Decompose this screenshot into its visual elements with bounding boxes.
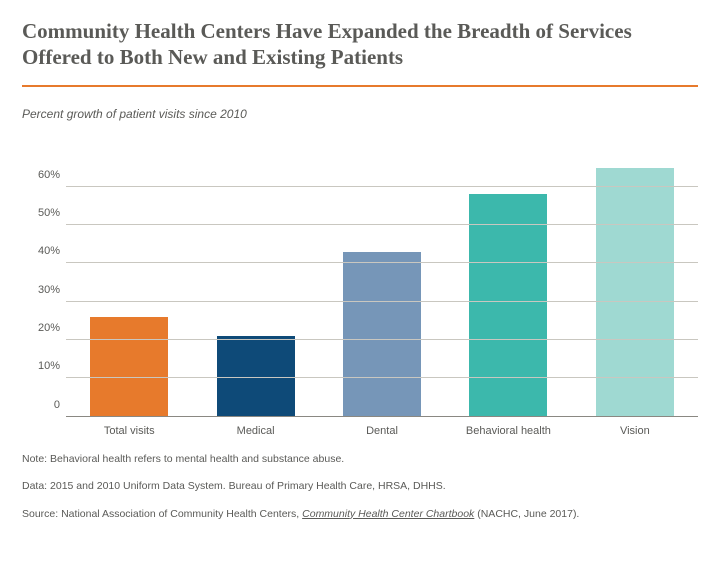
source-link: Community Health Center Chartbook [302,508,474,520]
grid-line [66,186,698,187]
source-text: Source: National Association of Communit… [22,508,698,522]
plot-area: 010%20%30%40%50%60% [66,149,698,417]
y-tick-label: 0 [28,399,60,411]
y-tick-label: 50% [28,207,60,219]
footnotes: Note: Behavioral health refers to mental… [22,453,698,522]
y-tick-label: 40% [28,245,60,257]
y-tick-label: 30% [28,284,60,296]
bar [469,194,547,416]
grid-line [66,262,698,263]
x-tick-label: Dental [319,421,445,439]
x-tick-label: Behavioral health [445,421,571,439]
bar-chart: 010%20%30%40%50%60% Total visitsMedicalD… [30,149,698,439]
x-tick-label: Total visits [66,421,192,439]
bar [90,317,168,417]
title-rule [22,85,698,87]
bar [596,168,674,417]
x-tick-label: Vision [572,421,698,439]
grid-line [66,377,698,378]
data-text: Data: 2015 and 2010 Uniform Data System.… [22,480,698,494]
y-tick-label: 60% [28,169,60,181]
note-text: Note: Behavioral health refers to mental… [22,453,698,467]
y-tick-label: 10% [28,360,60,372]
source-suffix: (NACHC, June 2017). [474,508,579,520]
y-tick-label: 20% [28,322,60,334]
grid-line [66,339,698,340]
grid-line [66,224,698,225]
source-prefix: Source: National Association of Communit… [22,508,302,520]
bar [343,252,421,417]
grid-line [66,301,698,302]
x-axis-labels: Total visitsMedicalDentalBehavioral heal… [66,421,698,439]
chart-subtitle: Percent growth of patient visits since 2… [22,107,698,121]
axis-baseline [66,416,698,417]
x-tick-label: Medical [192,421,318,439]
chart-title: Community Health Centers Have Expanded t… [22,18,698,71]
